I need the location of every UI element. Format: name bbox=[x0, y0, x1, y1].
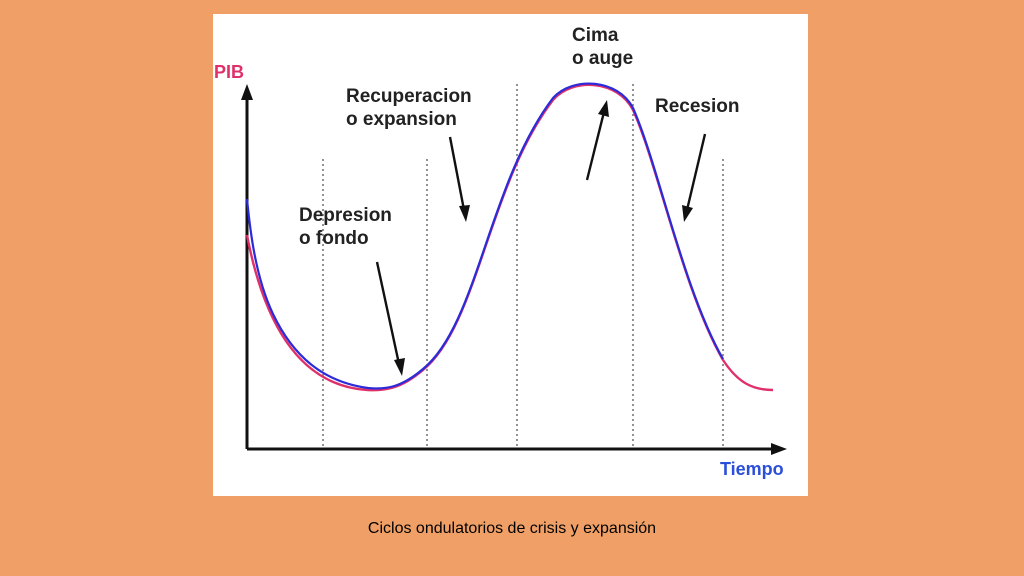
arrow-recesion-head bbox=[682, 205, 693, 222]
arrow-depresion-head bbox=[394, 358, 405, 376]
label-depresion: Depresion o fondo bbox=[299, 204, 392, 250]
label-cima-line-2: o auge bbox=[572, 48, 634, 69]
label-depresion-line-1: Depresion bbox=[299, 205, 392, 226]
label-cima-line-1: Cima bbox=[572, 25, 619, 46]
label-cima: Cima o auge bbox=[572, 24, 633, 70]
annotation-arrows bbox=[375, 100, 707, 376]
label-recuperacion-line-2: o expansion bbox=[346, 109, 457, 130]
cycle-diagram bbox=[241, 82, 787, 455]
label-recuperacion-line-1: Recuperacion bbox=[346, 86, 472, 107]
x-axis-arrowhead bbox=[771, 443, 787, 455]
arrow-depresion bbox=[375, 261, 401, 365]
slide-caption: Ciclos ondulatorios de crisis y expansió… bbox=[367, 520, 657, 537]
x-axis-label: Tiempo bbox=[720, 459, 784, 479]
arrow-recuperacion bbox=[448, 136, 466, 211]
arrow-cima-head bbox=[598, 100, 609, 117]
arrow-recuperacion-head bbox=[459, 205, 470, 222]
phase-dividers bbox=[322, 84, 724, 447]
arrow-cima bbox=[585, 111, 606, 181]
arrow-recesion bbox=[685, 133, 707, 211]
label-recuperacion: Recuperacion o expansion bbox=[346, 85, 472, 131]
label-depresion-line-2: o fondo bbox=[299, 228, 369, 249]
axes bbox=[241, 84, 787, 455]
cycle-curve-primary bbox=[245, 82, 724, 390]
business-cycle-figure: PIB Tiempo Depresion o fondo Recuperacio… bbox=[213, 14, 808, 496]
label-recesion-line-1: Recesion bbox=[655, 96, 740, 117]
y-axis-arrowhead bbox=[241, 84, 253, 100]
y-axis-label: PIB bbox=[214, 62, 245, 82]
label-recesion: Recesion bbox=[655, 95, 739, 118]
